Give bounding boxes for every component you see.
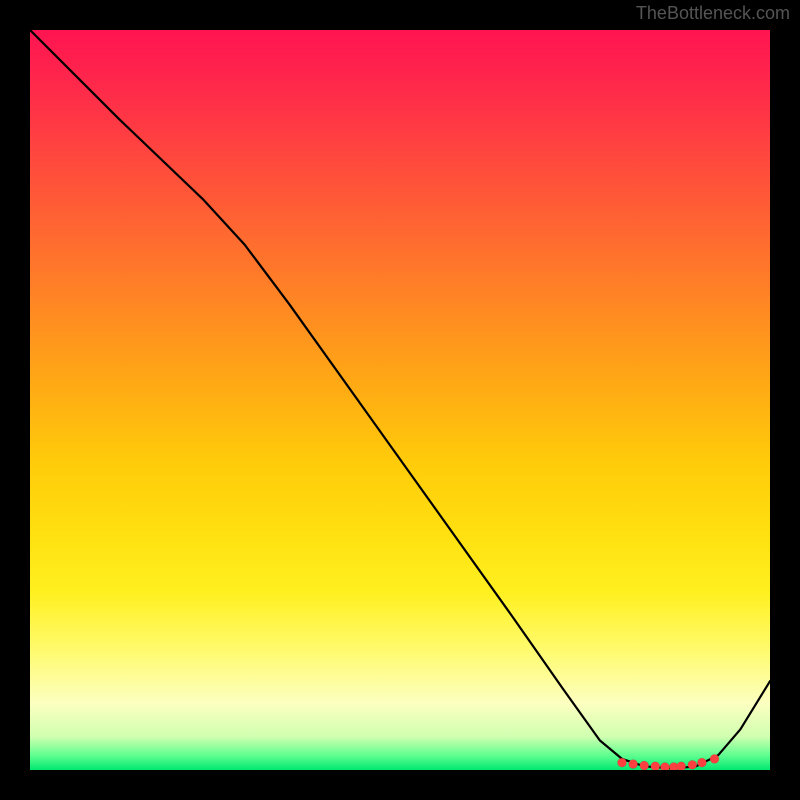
marker-point: [640, 761, 649, 770]
marker-point: [660, 763, 669, 770]
bottleneck-line: [30, 30, 770, 769]
marker-point: [677, 762, 686, 770]
attribution-text: TheBottleneck.com: [636, 3, 790, 24]
marker-point: [618, 758, 627, 767]
markers-group: [618, 754, 720, 770]
marker-point: [688, 760, 697, 769]
marker-point: [697, 758, 706, 767]
plot-area: [30, 30, 770, 770]
marker-point: [651, 762, 660, 770]
marker-point: [629, 760, 638, 769]
marker-point: [710, 754, 719, 763]
chart-overlay: [30, 30, 770, 770]
